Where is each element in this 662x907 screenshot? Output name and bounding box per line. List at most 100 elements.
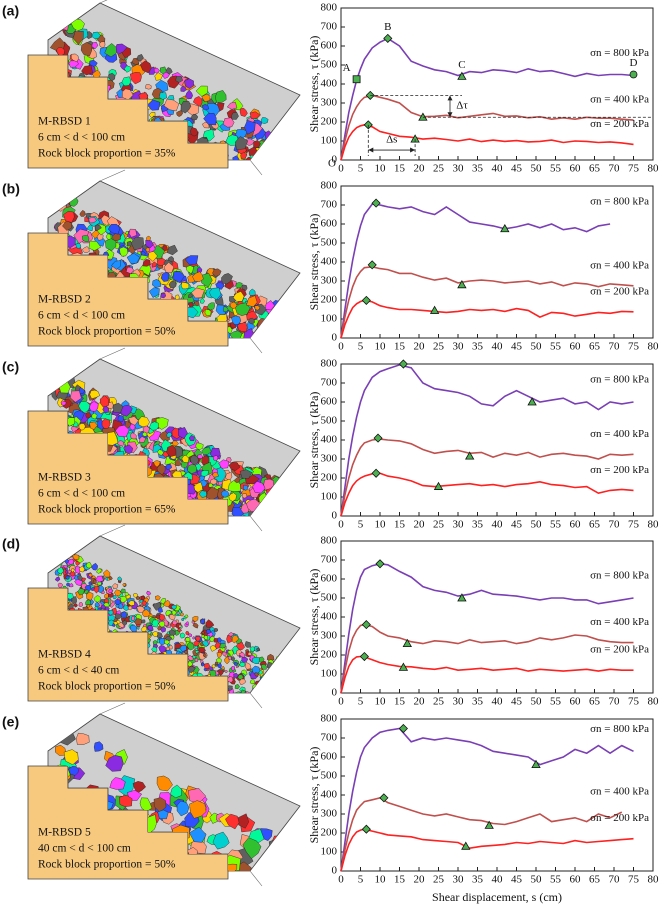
series-label: σn = 800 kPa [590, 570, 649, 582]
model-name: M-RBSD 2 [38, 294, 91, 306]
rock-block [93, 595, 101, 603]
rock-block [249, 111, 261, 119]
rock-block [51, 187, 66, 200]
rock-block [158, 620, 166, 628]
y-tick-label: 400 [321, 789, 338, 801]
size-range: 6 cm < d < 100 cm [38, 310, 125, 322]
rock-block [219, 643, 226, 649]
x-tick-label: 75 [628, 696, 640, 708]
rock-block [48, 376, 56, 385]
rock-block [282, 494, 290, 501]
residual-marker [457, 279, 467, 289]
rock-block [201, 662, 205, 667]
rock-block [205, 629, 212, 635]
rock-block [231, 315, 242, 325]
rock-block [105, 755, 124, 772]
rock-block [187, 660, 193, 668]
rock-block [188, 434, 195, 442]
residual-marker [457, 593, 467, 602]
y-tick-label: 100 [321, 313, 338, 325]
rock-block [96, 232, 104, 241]
y-tick-label: 500 [321, 59, 338, 71]
x-tick-label: 30 [453, 696, 465, 708]
rock-block [114, 599, 122, 606]
rock-block [264, 499, 271, 505]
rock-block [273, 700, 276, 702]
model-name: M-RBSD 3 [38, 472, 91, 484]
annotation: B [384, 21, 391, 33]
slope-model [27, 702, 301, 887]
rock-block [187, 464, 198, 474]
rock-block [120, 588, 126, 594]
y-axis-title: Shear stress, τ (kPa) [307, 392, 321, 489]
rock-block [238, 695, 241, 698]
x-tick-label: 10 [375, 519, 387, 531]
rock-block [284, 710, 290, 717]
x-tick-label: 20 [414, 696, 426, 708]
rock-block [266, 696, 272, 702]
rock-block [283, 327, 296, 338]
rock-block [275, 137, 283, 145]
rock-block [283, 694, 287, 698]
rock-block [151, 619, 159, 628]
x-tick-label: 15 [394, 519, 406, 531]
rock-block [62, 17, 72, 25]
rock-block [238, 651, 245, 658]
rock-block [267, 692, 275, 693]
rock-block [273, 533, 280, 540]
rock-block [112, 595, 117, 600]
rock-block [112, 233, 121, 242]
rock-block [212, 268, 222, 277]
rock-block [60, 400, 67, 406]
rock-block [108, 609, 114, 616]
rock-block [285, 506, 298, 516]
rock-block [290, 721, 297, 727]
rock-block [209, 447, 221, 460]
rock-block [186, 265, 194, 275]
rock-block [267, 668, 276, 675]
peak-marker [373, 433, 383, 443]
rock-block [230, 301, 237, 309]
rock-block [300, 369, 305, 375]
peak-marker [371, 198, 381, 208]
rock-block [107, 223, 121, 235]
rock-block [274, 705, 279, 711]
rock-block [276, 663, 280, 669]
rock-block [274, 675, 279, 681]
rock-block [279, 307, 287, 315]
rock-block [193, 300, 200, 307]
rock-block [263, 174, 274, 183]
series-line [340, 364, 634, 517]
rock-block [261, 664, 267, 670]
rock-block [157, 809, 169, 820]
rock-block [270, 502, 281, 515]
rock-block [279, 142, 291, 155]
y-tick-label: 600 [321, 40, 338, 52]
rock-block [282, 497, 289, 505]
rock-block [185, 621, 189, 625]
rock-block [270, 173, 282, 182]
rock-block [166, 244, 178, 256]
rock-block [296, 185, 302, 193]
x-tick-label: 50 [531, 874, 543, 886]
rock-block [55, 557, 59, 561]
rock-block [54, 376, 61, 384]
rock-block [104, 598, 110, 605]
rock-block [258, 347, 270, 359]
arrow-head [368, 147, 374, 153]
x-tick-label: 65 [589, 519, 601, 531]
rock-block [48, 187, 57, 202]
rock-block [114, 43, 128, 55]
rock-block [81, 65, 93, 76]
rock-block [276, 711, 281, 717]
x-tick-label: 50 [531, 519, 543, 531]
rock-block [289, 159, 300, 160]
rock-block [104, 238, 117, 251]
rock-block [288, 718, 293, 723]
rock-block [295, 537, 301, 542]
slope-extension [99, 0, 108, 4]
model-name: M-RBSD 5 [38, 827, 91, 839]
rock-block [125, 266, 135, 274]
x-tick-label: 70 [609, 696, 621, 708]
